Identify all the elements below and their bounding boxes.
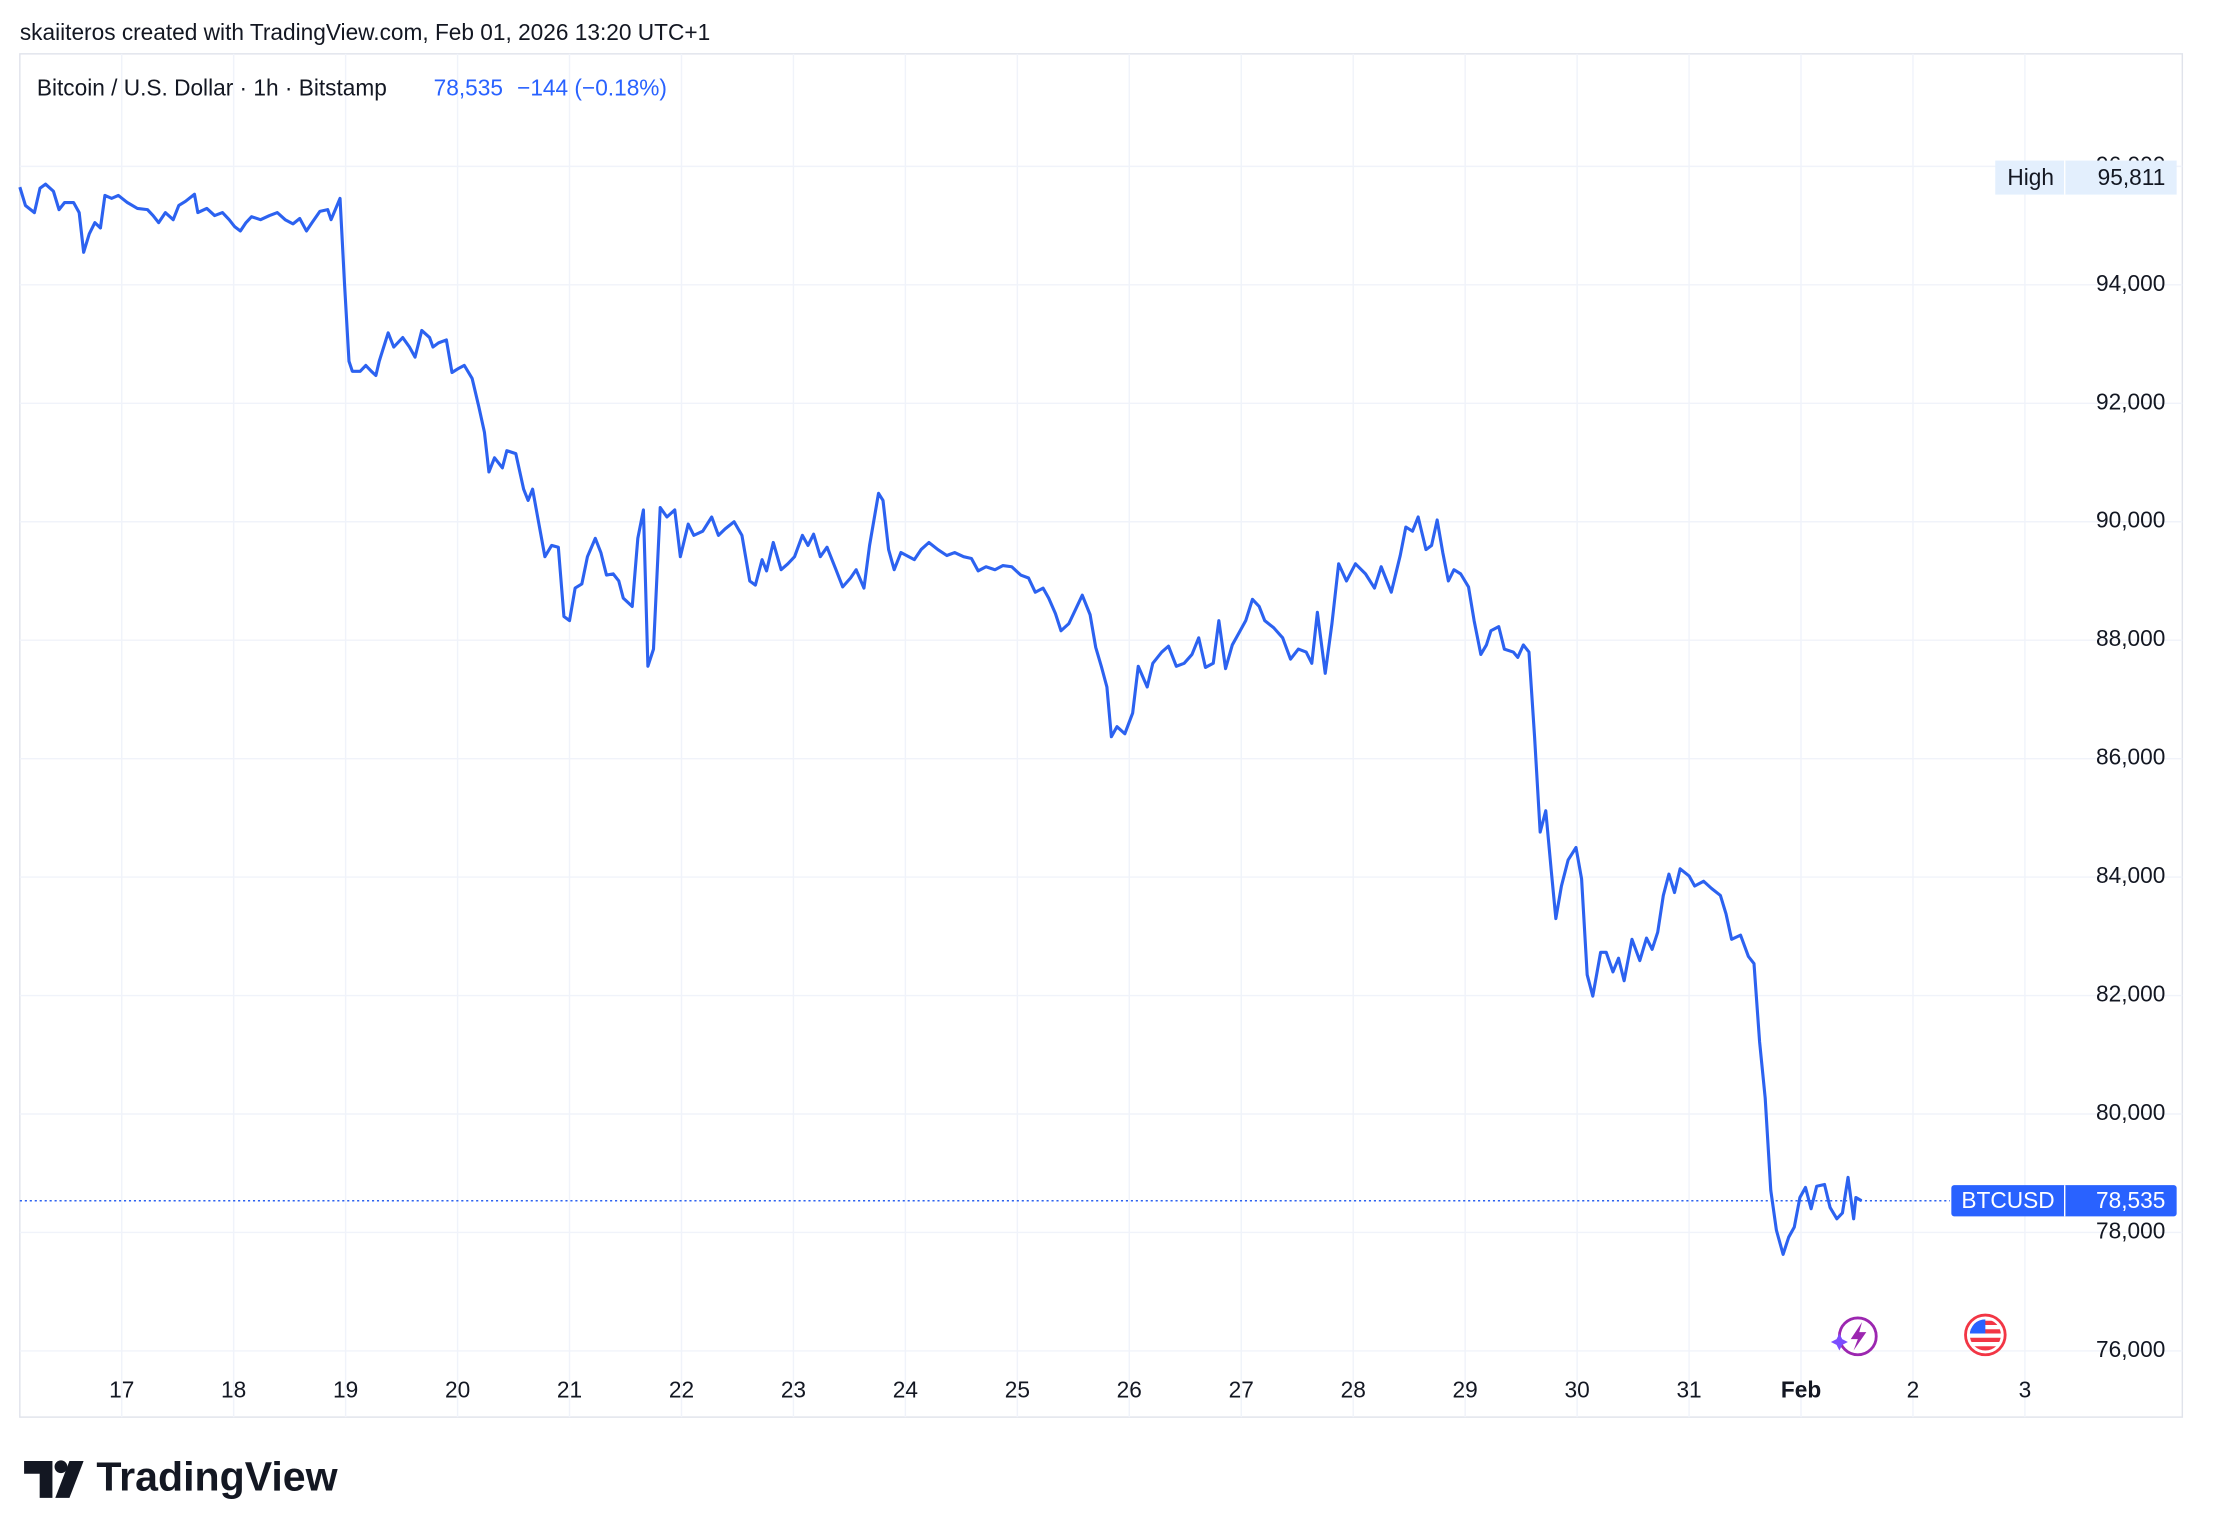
high-box [1995,160,2177,195]
x-tick-label: 17 [109,1377,134,1403]
last-price: 78,535 [434,74,503,100]
x-tick-label: 22 [669,1377,694,1403]
x-tick-label: 20 [445,1377,470,1403]
y-tick-label: 80,000 [2096,1099,2165,1125]
x-tick-label: 3 [2019,1377,2032,1403]
last-price-label: 78,535 [2096,1187,2165,1213]
event-icon [1830,1316,1878,1357]
chart-frame [19,53,2184,1418]
x-tick-label: 21 [557,1377,582,1403]
x-tick-label: 2 [1907,1377,1920,1403]
x-tick-label: 30 [1565,1377,1590,1403]
x-tick-label: 25 [1005,1377,1030,1403]
x-tick-label: 27 [1229,1377,1254,1403]
x-tick-label: 18 [221,1377,246,1403]
x-tick-label: 23 [781,1377,806,1403]
grid [19,53,2183,1418]
y-tick-label: 82,000 [2096,981,2165,1007]
x-tick-label: 31 [1676,1377,1701,1403]
y-tick-label: 94,000 [2096,270,2165,296]
logo: TradingView [24,1453,339,1499]
x-tick-label: 29 [1453,1377,1478,1403]
x-tick-label: 24 [893,1377,918,1403]
y-tick-label: 92,000 [2096,388,2165,414]
y-tick-label: 86,000 [2096,744,2165,770]
plot [18,182,1950,1256]
chart-title: Bitcoin / U.S. Dollar · 1h · Bitstamp [37,74,387,100]
price-line [18,182,1863,1256]
brand: TradingView [96,1453,338,1499]
y-tick-label: 78,000 [2096,1217,2165,1243]
x-tick-label: Feb [1781,1377,1821,1403]
event-icon [1964,1313,2007,1357]
price-change: −144 (−0.18%) [517,74,667,100]
y-tick-label: 90,000 [2096,507,2165,533]
y-tick-label: 76,000 [2096,1336,2165,1362]
x-tick-label: 26 [1117,1377,1142,1403]
credit: skaiiteros created with TradingView.com,… [20,19,710,45]
x-tick-label: 19 [333,1377,358,1403]
last-price-box [1951,1185,2177,1217]
price-scale: 76,000 78,000 80,000 82,000 84,000 86,000 88,0… [109,151,2177,1403]
high-value: 95,811 [2098,164,2166,190]
y-tick-label: 84,000 [2096,862,2165,888]
symbol-label: BTCUSD [1961,1187,2054,1213]
x-tick-label: 28 [1341,1377,1366,1403]
high-label: High [2007,164,2054,190]
y-tick-label: 88,000 [2096,625,2165,651]
